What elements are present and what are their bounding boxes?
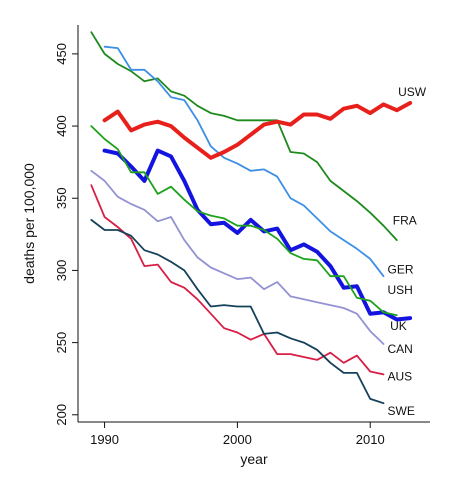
series-line-unlabeled-7 (90, 218, 385, 405)
y-tick-label: 450 (54, 43, 69, 65)
y-tick-label: 300 (54, 260, 69, 282)
x-tick-label: 2010 (356, 432, 385, 447)
series-line-unlabeled-5 (90, 169, 385, 345)
series-label-ush: USH (387, 283, 412, 297)
series-line-unlabeled-6 (90, 184, 385, 376)
y-axis-title: deaths per 100,000 (21, 163, 37, 284)
series-line-usw (102, 101, 413, 160)
series-line-fra (90, 31, 398, 242)
y-tick-label: 200 (54, 404, 69, 426)
series-label-swe: SWE (387, 404, 414, 418)
x-ticks: 1990 2000 2010 (90, 422, 385, 447)
series-label-uk: UK (390, 319, 407, 333)
x-tick-label: 2000 (223, 432, 252, 447)
series-label-ger: GER (387, 263, 413, 277)
axes: 200 250 300 350 400 450 1990 2000 2010 (54, 25, 430, 447)
y-tick-label: 400 (54, 115, 69, 137)
series-line-ush (102, 148, 413, 322)
x-tick-label: 1990 (90, 432, 119, 447)
series-label-fra: FRA (393, 214, 417, 228)
series-lines (90, 31, 413, 405)
series-labels: USW FRA GER USH UK CAN AUS SWE (387, 85, 426, 418)
y-ticks: 200 250 300 350 400 450 (54, 43, 78, 426)
series-label-usw: USW (398, 85, 427, 99)
series-line-ger (103, 45, 385, 278)
x-axis-title: year (240, 451, 268, 467)
series-label-aus: AUS (387, 369, 412, 383)
y-tick-label: 250 (54, 332, 69, 354)
series-line-unlabeled-4 (90, 125, 398, 317)
series-label-can: CAN (387, 342, 412, 356)
y-tick-label: 350 (54, 187, 69, 209)
